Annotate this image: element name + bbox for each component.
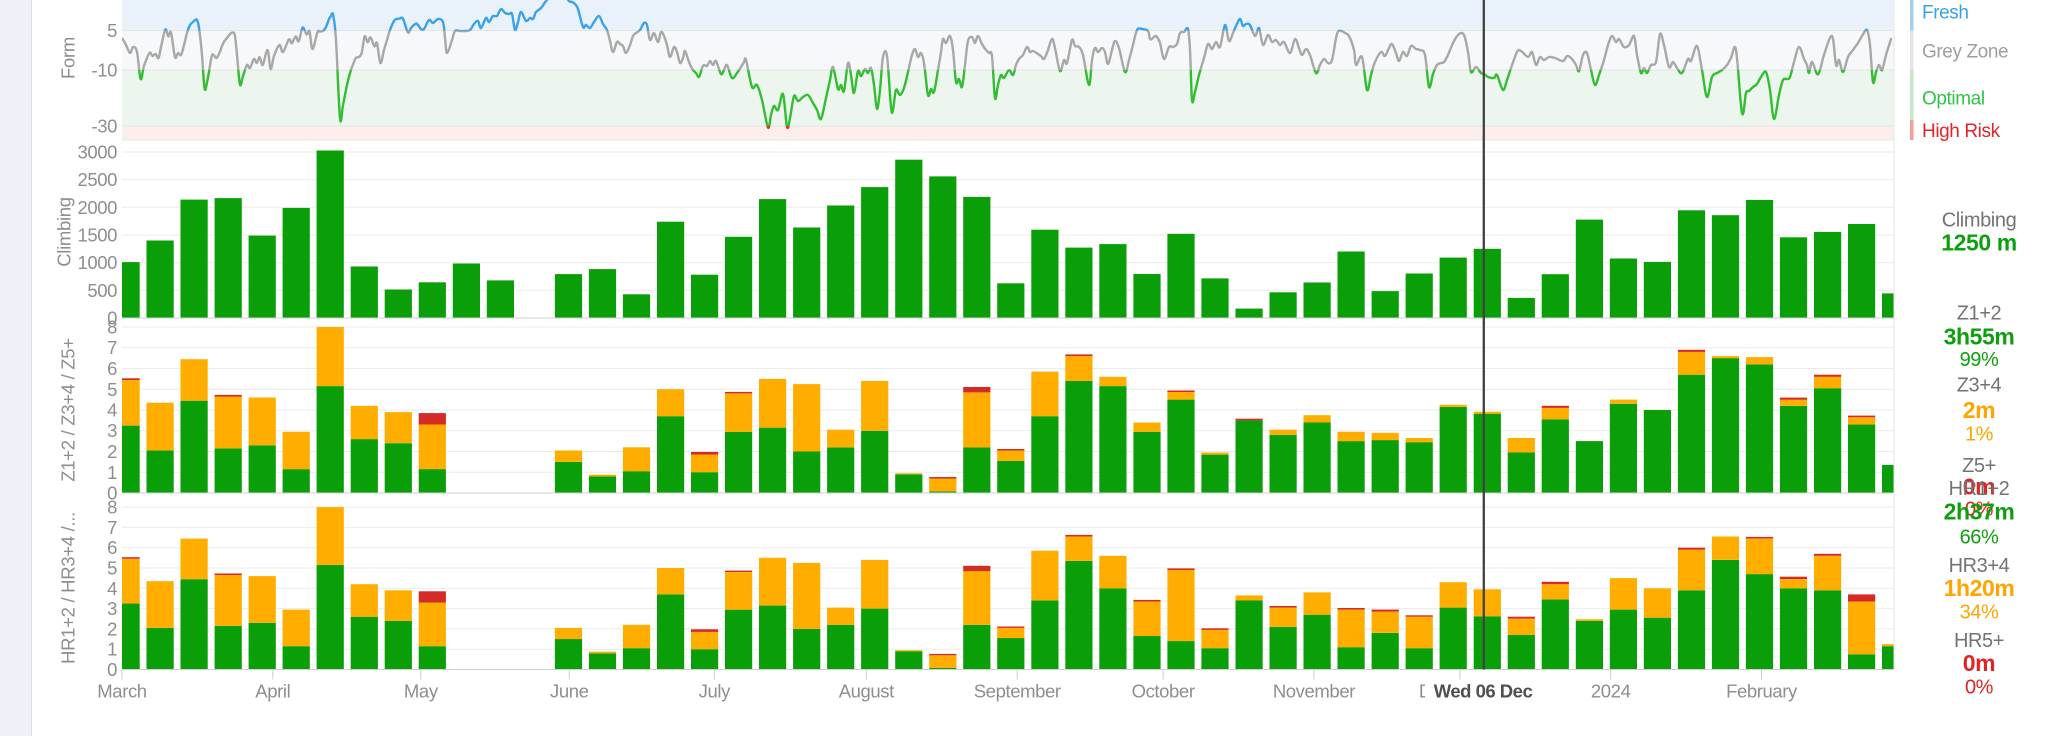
svg-text:3h55m: 3h55m [1944,324,2015,350]
svg-text:3: 3 [107,598,117,619]
svg-text:2h37m: 2h37m [1944,499,2015,525]
svg-text:1000: 1000 [77,252,117,273]
svg-text:HR3+4: HR3+4 [1949,555,2010,577]
svg-text:February: February [1726,681,1798,702]
svg-text:0%: 0% [1965,677,1994,699]
svg-text:Z1+2 / Z3+4 / Z5+: Z1+2 / Z3+4 / Z5+ [58,338,79,482]
svg-text:Climbing: Climbing [54,197,75,267]
svg-text:March: March [97,681,147,702]
svg-text:-10: -10 [91,60,117,81]
svg-text:Z1+2: Z1+2 [1957,303,2002,325]
svg-text:8: 8 [107,317,117,338]
svg-text:Wed 06 Dec: Wed 06 Dec [1434,681,1533,702]
svg-text:1250 m: 1250 m [1941,230,2017,256]
svg-text:June: June [550,681,589,702]
svg-text:August: August [839,681,894,702]
svg-text:500: 500 [87,280,117,301]
svg-text:99%: 99% [1960,349,1999,371]
svg-text:0m: 0m [1963,474,1995,500]
svg-text:0: 0 [107,308,117,329]
svg-text:HR1+2 / HR3+4 /...: HR1+2 / HR3+4 /... [58,512,79,664]
svg-text:2500: 2500 [77,169,117,190]
svg-text:2m: 2m [1963,397,1995,423]
svg-text:1500: 1500 [77,225,117,246]
svg-text:7: 7 [107,517,117,538]
svg-text:2: 2 [107,441,117,462]
svg-text:Fresh: Fresh [1922,2,1969,23]
svg-text:Grey Zone: Grey Zone [1922,41,2008,62]
svg-text:7: 7 [107,337,117,358]
svg-text:Climbing: Climbing [1942,210,2017,232]
svg-text:Form: Form [58,37,79,79]
svg-text:December: December [1419,681,1501,702]
svg-text:1h20m: 1h20m [1944,575,2015,601]
svg-text:2000: 2000 [77,197,117,218]
svg-text:34%: 34% [1960,602,1999,624]
svg-text:-30: -30 [91,116,117,137]
svg-text:66%: 66% [1960,527,1999,549]
svg-text:Optimal: Optimal [1922,88,1985,109]
svg-text:July: July [699,681,731,702]
svg-text:0: 0 [107,659,117,680]
svg-text:1: 1 [107,639,117,660]
svg-text:0: 0 [107,483,117,504]
svg-text:6: 6 [107,537,117,558]
svg-text:Z5+: Z5+ [1962,455,1996,477]
svg-text:1: 1 [107,462,117,483]
svg-text:3: 3 [107,420,117,441]
svg-text:October: October [1132,681,1195,702]
svg-text:May: May [404,681,439,702]
svg-text:November: November [1273,681,1355,702]
svg-text:0%: 0% [1965,499,1994,521]
svg-text:3000: 3000 [77,142,117,163]
svg-text:4: 4 [107,578,117,599]
svg-text:8: 8 [107,497,117,518]
svg-text:Z3+4: Z3+4 [1957,375,2002,397]
svg-text:High Risk: High Risk [1922,121,2001,142]
svg-text:2024: 2024 [1591,681,1631,702]
svg-text:0m: 0m [1963,650,1995,676]
svg-text:HR5+: HR5+ [1954,630,2004,652]
svg-text:5: 5 [107,379,117,400]
svg-text:4: 4 [107,400,117,421]
svg-text:April: April [255,681,290,702]
svg-text:5: 5 [107,20,117,41]
svg-text:5: 5 [107,558,117,579]
svg-text:6: 6 [107,358,117,379]
svg-text:HR1+2: HR1+2 [1949,478,2010,500]
svg-text:September: September [974,681,1061,702]
svg-text:2: 2 [107,618,117,639]
svg-text:1%: 1% [1965,424,1994,446]
